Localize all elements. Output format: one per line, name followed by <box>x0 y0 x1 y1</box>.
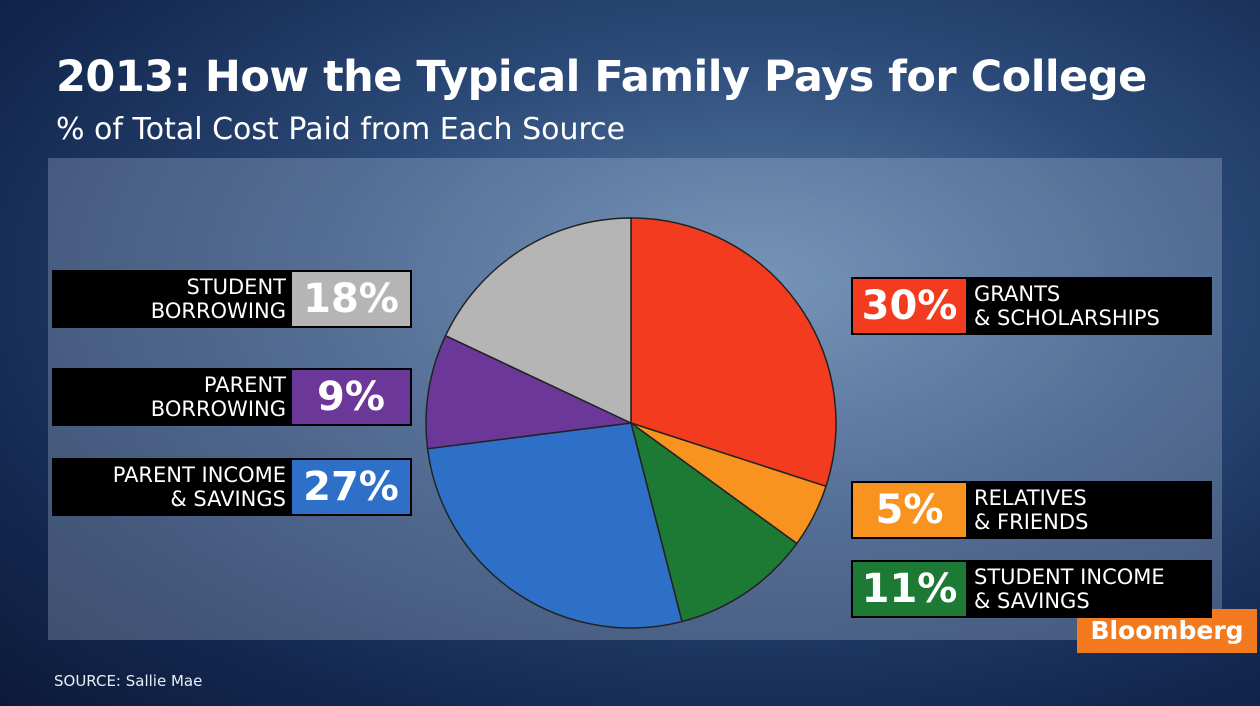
legend-label: PARENT INCOME & SAVINGS <box>52 458 290 516</box>
value-label: 9% <box>290 368 412 426</box>
pie-slice <box>629 421 798 623</box>
value-label: 5% <box>851 481 968 539</box>
pie-slice <box>425 334 634 450</box>
legend-label: GRANTS & SCHOLARSHIPS <box>968 277 1212 335</box>
value-label: 18% <box>290 270 412 328</box>
legend-label: PARENT BORROWING <box>52 368 290 426</box>
value-label: 11% <box>851 560 968 618</box>
pie-slice <box>426 422 683 629</box>
source-note: SOURCE: Sallie Mae <box>54 672 203 690</box>
chart-subtitle: % of Total Cost Paid from Each Source <box>56 112 626 147</box>
value-label: 27% <box>290 458 412 516</box>
legend-label: STUDENT BORROWING <box>52 270 290 328</box>
value-label: 30% <box>851 277 968 335</box>
pie-slice <box>630 217 837 488</box>
legend-label: STUDENT INCOME & SAVINGS <box>968 560 1212 618</box>
legend-label: RELATIVES & FRIENDS <box>968 481 1212 539</box>
chart-title: 2013: How the Typical Family Pays for Co… <box>56 52 1147 102</box>
pie-slice <box>444 217 632 425</box>
